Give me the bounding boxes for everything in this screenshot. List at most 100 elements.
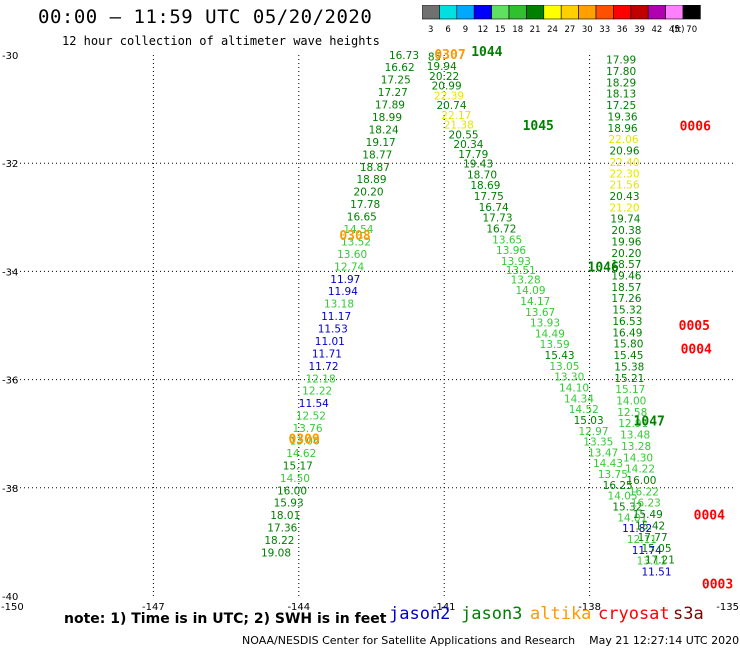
wave-height-point: 13.18 xyxy=(324,299,354,311)
time-label: 0307 xyxy=(434,48,465,63)
y-tick-label: -36 xyxy=(2,376,18,387)
wave-height-point: 16.25 xyxy=(603,480,633,492)
time-label: 1046 xyxy=(588,260,619,275)
footer: NOAA/NESDIS Center for Satellite Applica… xyxy=(242,634,739,647)
time-label: 0309 xyxy=(288,432,319,447)
wave-height-point: 11.53 xyxy=(318,324,348,336)
time-label: 1044 xyxy=(471,45,502,60)
wave-height-point: 15.32 xyxy=(612,502,642,514)
wave-height-point: 14.50 xyxy=(280,473,310,485)
wave-height-point: 16.00 xyxy=(277,485,307,497)
wave-height-point: 11.71 xyxy=(312,348,342,360)
wave-height-point: 12.74 xyxy=(334,261,364,273)
wave-height-point: 16.74 xyxy=(479,202,509,214)
scale-label: 30 xyxy=(582,25,593,35)
wave-height-point: 11.74 xyxy=(632,545,662,557)
wave-height-point: 14.00 xyxy=(616,395,646,407)
scale-label: 39 xyxy=(634,25,645,35)
time-label: 0003 xyxy=(702,577,733,592)
wave-height-point: 14.22 xyxy=(625,464,655,476)
wave-height-point: 14.05 xyxy=(608,491,638,503)
scale-label: 24 xyxy=(547,25,558,35)
wave-height-point: 14.52 xyxy=(569,404,599,416)
satellite-legend-jason2: jason2 xyxy=(389,604,451,624)
wave-height-point: 22.40 xyxy=(609,157,639,169)
wave-height-point: 18.22 xyxy=(264,535,294,547)
satellite-legend-cryosat: cryosat xyxy=(598,604,670,624)
wave-height-point: 12.52 xyxy=(296,411,326,423)
wave-height-point: 16.73 xyxy=(389,50,419,62)
footer-source: NOAA/NESDIS Center for Satellite Applica… xyxy=(242,634,576,647)
wave-height-point: 18.29 xyxy=(606,77,636,89)
wave-height-point: 15.45 xyxy=(613,350,643,362)
wave-height-point: 12.91 xyxy=(618,418,648,430)
wave-height-point: 13.75 xyxy=(598,469,628,481)
wave-height-point: 14.01 xyxy=(617,512,647,524)
wave-height-point: 13.11 xyxy=(637,556,667,568)
wave-height-point: 14.62 xyxy=(286,448,316,460)
wave-height-point: 13.65 xyxy=(492,234,522,246)
wave-height-point: 12.11 xyxy=(627,534,657,546)
wave-height-point: 13.59 xyxy=(540,339,570,351)
wave-height-point: 17.21 xyxy=(645,555,675,567)
wave-height-point: 19.43 xyxy=(463,159,493,171)
wave-height-point: 18.57 xyxy=(611,282,641,294)
wave-height-point: 13.96 xyxy=(496,245,526,257)
wave-height-point: 19.17 xyxy=(366,137,396,149)
wave-height-point: 16.00 xyxy=(626,475,656,487)
wave-height-point: 21.20 xyxy=(609,202,639,214)
time-label: 0308 xyxy=(339,229,370,244)
x-tick-label: -147 xyxy=(142,602,165,613)
wave-height-point: 14.10 xyxy=(559,383,589,395)
wave-height-point: 13.67 xyxy=(525,307,555,319)
wave-height-point: 13.52 xyxy=(341,236,371,248)
wave-height-point: 13.05 xyxy=(549,361,579,373)
wave-height-point: 22.06 xyxy=(608,134,638,146)
time-label: 0004 xyxy=(694,509,725,524)
x-corner-left: -150 xyxy=(1,602,24,613)
satellite-legend-s3a: s3a xyxy=(673,604,704,624)
wave-height-point: 19.96 xyxy=(611,236,641,248)
wave-height-point: 17.77 xyxy=(638,532,668,544)
wave-height-point: 14.30 xyxy=(623,452,653,464)
time-label: 1045 xyxy=(523,119,554,134)
scale-label: 70 xyxy=(686,25,697,35)
wave-height-point: 16.72 xyxy=(486,223,516,235)
wave-height-point: 17.26 xyxy=(611,293,641,305)
x-tick-label: -141 xyxy=(433,602,456,613)
scale-label: 27 xyxy=(564,25,575,35)
wave-height-point: 17.99 xyxy=(606,55,636,67)
scale-label: 42 xyxy=(651,25,662,35)
wave-height-point: 13.28 xyxy=(621,441,651,453)
wave-height-point: 19.46 xyxy=(611,271,641,283)
wave-height-point: 20.20 xyxy=(611,248,641,260)
wave-height-point: 15.80 xyxy=(613,339,643,351)
y-tick-label: -32 xyxy=(2,159,18,170)
wave-height-point: 17.27 xyxy=(378,87,408,99)
wave-height-point: 11.17 xyxy=(321,311,351,323)
wave-height-point: 20.38 xyxy=(611,225,641,237)
wave-height-point: 20.20 xyxy=(354,187,384,199)
wave-height-point: 17.80 xyxy=(606,66,636,78)
wave-height-point: 19.36 xyxy=(608,111,638,123)
wave-height-point: 12.58 xyxy=(617,407,647,419)
wave-height-point: 11.82 xyxy=(622,523,652,535)
footer-timestamp: May 21 12:27:14 UTC 2020 xyxy=(589,634,740,647)
scale-label: 6 xyxy=(445,25,450,35)
wave-height-point: 13.76 xyxy=(292,423,322,435)
wave-height-point: 18.77 xyxy=(362,149,392,161)
wave-height-point: 11.72 xyxy=(308,361,338,373)
wave-height-point: 16.22 xyxy=(629,486,659,498)
scale-label: 9 xyxy=(463,25,468,35)
wave-height-point: 15.38 xyxy=(614,361,644,373)
scale-unit: (ft) xyxy=(672,25,685,35)
wave-height-point: 14.09 xyxy=(515,285,545,297)
wave-height-point: 15.43 xyxy=(545,350,575,362)
wave-height-point: 13.47 xyxy=(588,447,618,459)
wave-height-point: 15.05 xyxy=(641,543,671,555)
wave-height-point: 20.96 xyxy=(609,146,639,158)
color-scale: 3 6 9 12 15 18 21 24 27 30 33 36 39 42 45 70(ft) xyxy=(422,5,701,35)
wave-height-point: 15.42 xyxy=(635,520,665,532)
wave-height-point: 11.51 xyxy=(641,566,671,578)
wave-height-point: 17.75 xyxy=(474,191,504,203)
